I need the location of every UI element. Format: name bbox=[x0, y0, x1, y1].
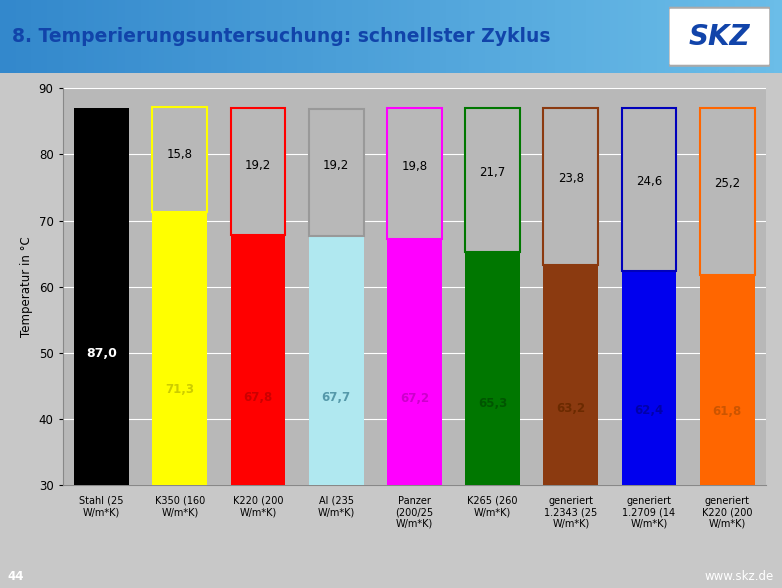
Bar bbox=[387, 108, 442, 239]
Text: 71,3: 71,3 bbox=[165, 383, 195, 396]
Bar bbox=[465, 108, 520, 252]
Text: 67,7: 67,7 bbox=[321, 392, 351, 405]
Text: 19,2: 19,2 bbox=[323, 159, 350, 172]
Text: 44: 44 bbox=[8, 570, 24, 583]
Bar bbox=[231, 108, 285, 235]
Text: 67,2: 67,2 bbox=[400, 392, 429, 406]
Text: 15,8: 15,8 bbox=[167, 148, 193, 161]
Text: 61,8: 61,8 bbox=[712, 405, 742, 418]
Text: www.skz.de: www.skz.de bbox=[705, 570, 774, 583]
FancyBboxPatch shape bbox=[669, 8, 770, 66]
Text: 63,2: 63,2 bbox=[556, 402, 586, 415]
Bar bbox=[622, 108, 676, 270]
Text: SKZ: SKZ bbox=[689, 23, 750, 51]
Bar bbox=[700, 108, 755, 275]
Bar bbox=[152, 108, 207, 212]
Bar bbox=[231, 235, 285, 485]
Bar bbox=[622, 270, 676, 485]
Text: 19,2: 19,2 bbox=[245, 159, 271, 172]
Text: 65,3: 65,3 bbox=[478, 397, 508, 410]
Text: 23,8: 23,8 bbox=[558, 172, 584, 185]
Text: 24,6: 24,6 bbox=[636, 175, 662, 188]
Text: 8. Temperierungsuntersuchung: schnellster Zyklus: 8. Temperierungsuntersuchung: schnellste… bbox=[12, 27, 551, 46]
Bar bbox=[543, 108, 598, 266]
Bar bbox=[309, 236, 364, 485]
Y-axis label: Temperatur in °C: Temperatur in °C bbox=[20, 236, 33, 337]
Bar bbox=[387, 239, 442, 485]
Bar bbox=[465, 252, 520, 485]
Text: 87,0: 87,0 bbox=[86, 347, 117, 360]
Bar bbox=[543, 266, 598, 485]
Text: 62,4: 62,4 bbox=[634, 403, 664, 416]
Bar bbox=[309, 109, 364, 236]
Text: 19,8: 19,8 bbox=[401, 161, 428, 173]
Bar bbox=[74, 108, 129, 485]
Text: 25,2: 25,2 bbox=[714, 176, 741, 189]
Text: 67,8: 67,8 bbox=[243, 391, 273, 404]
Bar bbox=[152, 212, 207, 485]
Bar bbox=[700, 275, 755, 485]
Text: 21,7: 21,7 bbox=[479, 166, 506, 179]
